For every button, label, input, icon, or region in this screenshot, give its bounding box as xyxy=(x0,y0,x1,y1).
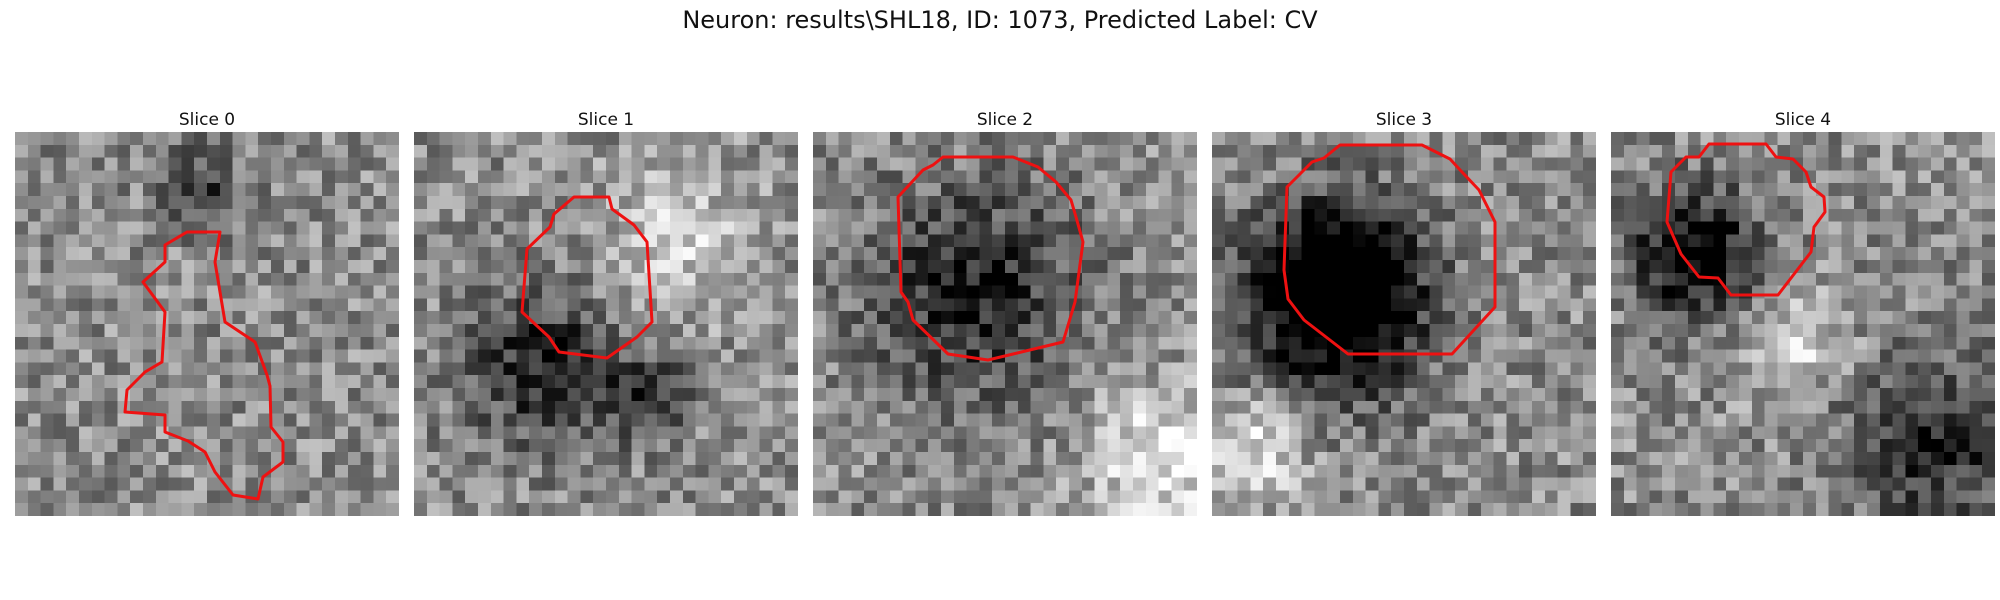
grayscale-image xyxy=(15,132,399,516)
roi-contour xyxy=(1282,143,1497,356)
slice-panel-1: Slice 1 xyxy=(414,108,798,516)
figure-title: Neuron: results\SHL18, ID: 1073, Predict… xyxy=(682,6,1318,34)
slice-title: Slice 3 xyxy=(1375,110,1433,130)
slice-image xyxy=(414,132,798,516)
slice-title: Slice 1 xyxy=(577,110,635,130)
roi-contour xyxy=(123,230,285,501)
roi-contour-overlay xyxy=(1665,142,1827,297)
roi-contour-overlay xyxy=(1282,143,1497,356)
slice-panel-3: Slice 3 xyxy=(1212,108,1596,516)
slice-panel-4: Slice 4 xyxy=(1611,108,1995,516)
roi-contour xyxy=(896,155,1085,362)
slice-title: Slice 2 xyxy=(976,110,1034,130)
roi-contour xyxy=(520,195,654,360)
slice-title: Slice 0 xyxy=(178,110,236,130)
roi-contour-overlay xyxy=(520,195,654,360)
grayscale-image xyxy=(1611,132,1995,516)
slice-image xyxy=(1212,132,1596,516)
roi-contour-overlay xyxy=(896,155,1085,362)
grayscale-image xyxy=(1212,132,1596,516)
slice-title: Slice 4 xyxy=(1774,110,1832,130)
slice-image xyxy=(813,132,1197,516)
slice-image xyxy=(1611,132,1995,516)
slice-image xyxy=(15,132,399,516)
roi-contour-overlay xyxy=(123,230,285,501)
slice-panel-0: Slice 0 xyxy=(15,108,399,516)
slice-panel-2: Slice 2 xyxy=(813,108,1197,516)
roi-contour xyxy=(1665,142,1827,297)
grayscale-image xyxy=(813,132,1197,516)
